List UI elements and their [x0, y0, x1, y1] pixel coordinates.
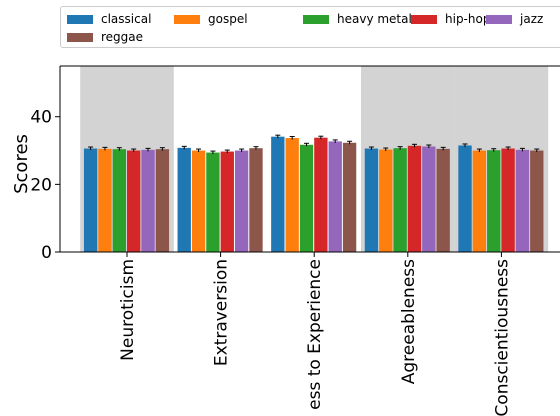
bar-jazz-0: [141, 149, 155, 252]
bar-hip-hop-0: [127, 150, 141, 252]
legend-swatch: [486, 14, 512, 24]
y-axis-label: Scores: [11, 134, 32, 194]
bar-classical-3: [364, 148, 379, 252]
x-tick-label: Conscientiousness: [492, 259, 512, 416]
legend-item-reggae: reggae: [67, 29, 143, 45]
bar-reggae-1: [249, 148, 263, 252]
bar-gospel-4: [472, 150, 487, 252]
legend-label: gospel: [208, 12, 248, 26]
bar-hip-hop-4: [501, 148, 515, 252]
bar-reggae-4: [530, 150, 544, 252]
bar-reggae-3: [436, 148, 450, 252]
bar-heavy-metal-2: [299, 144, 314, 252]
legend-label: heavy metal: [337, 12, 412, 26]
legend-swatch: [411, 14, 437, 24]
bar-jazz-4: [515, 149, 530, 252]
bar-reggae-2: [342, 142, 357, 252]
y-tick-label: 40: [30, 108, 52, 128]
legend-item-jazz: jazz: [486, 11, 543, 27]
legend-item-heavy-metal: heavy metal: [303, 11, 412, 27]
legend-item-gospel: gospel: [174, 11, 248, 27]
bar-gospel-3: [379, 149, 393, 252]
bar-classical-2: [271, 136, 285, 252]
bar-heavy-metal-0: [112, 149, 126, 252]
bar-heavy-metal-1: [206, 152, 220, 252]
bar-classical-0: [83, 148, 98, 252]
axes: 0 20 40 Neuroticism Extraversion ess to Exper…: [30, 65, 560, 416]
bar-classical-1: [177, 147, 191, 252]
legend-label: jazz: [520, 12, 544, 26]
legend-swatch: [67, 32, 93, 42]
bar-heavy-metal-3: [393, 148, 407, 252]
bar-jazz-2: [328, 141, 342, 252]
bar-hip-hop-2: [314, 137, 328, 252]
bar-reggae-0: [155, 149, 170, 252]
legend-swatch: [174, 14, 200, 24]
legend-label: reggae: [101, 30, 144, 44]
legend-swatch: [67, 14, 93, 24]
legend: classical gospel heavy metal hip-hop jazz reg…: [60, 6, 560, 48]
bar-gospel-0: [98, 148, 112, 252]
legend-swatch: [303, 14, 329, 24]
bar-jazz-1: [234, 150, 249, 252]
x-tick-label: Neuroticism: [118, 259, 138, 361]
bar-heavy-metal-4: [487, 150, 501, 252]
bar-classical-4: [458, 145, 472, 252]
x-tick-label: ess to Experience: [305, 259, 325, 410]
y-tick-label: 20: [30, 175, 52, 195]
bar-hip-hop-1: [220, 151, 234, 252]
y-tick-label: 0: [41, 243, 52, 263]
legend-label: classical: [101, 12, 152, 26]
legend-item-classical: classical: [67, 11, 151, 27]
legend-item-hip-hop: hip-hop: [411, 11, 490, 27]
legend-label: hip-hop: [445, 12, 491, 26]
x-tick-label: Extraversion: [212, 259, 232, 366]
bar-hip-hop-3: [407, 145, 422, 252]
bar-gospel-2: [285, 138, 299, 252]
x-tick-label: Agreeableness: [399, 259, 419, 384]
bar-jazz-3: [422, 146, 436, 252]
bar-gospel-1: [191, 150, 206, 252]
bars: [83, 134, 544, 252]
